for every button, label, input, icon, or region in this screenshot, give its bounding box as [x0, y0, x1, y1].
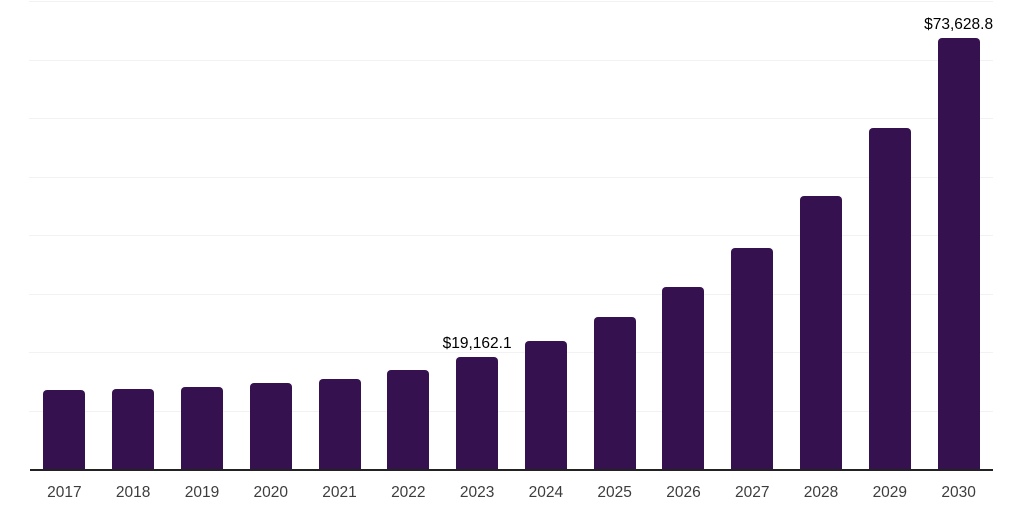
bar-2030: [937, 38, 980, 469]
x-tick-2020: 2020: [253, 484, 288, 501]
x-tick-2027: 2027: [734, 484, 770, 501]
bar-2018: [112, 389, 155, 469]
data-label-2030: $73,628.8: [924, 16, 994, 34]
x-tick-2028: 2028: [803, 484, 839, 501]
x-axis-line: [30, 469, 993, 471]
gridline-10000: [29, 410, 993, 412]
bar-2019: [180, 387, 223, 469]
x-tick-2025: 2025: [597, 484, 632, 501]
x-tick-2030: 2030: [941, 484, 976, 501]
gridline-20000: [29, 352, 993, 353]
bar-2022: [387, 369, 430, 469]
x-tick-2029: 2029: [872, 484, 908, 501]
gridline-70000: [29, 59, 993, 61]
bar-2021: [318, 379, 361, 469]
gridline-30000: [29, 293, 993, 295]
x-tick-2026: 2026: [666, 484, 701, 501]
x-tick-2019: 2019: [184, 484, 220, 501]
gridline-40000: [29, 235, 993, 236]
bar-2025: [593, 317, 636, 469]
x-tick-2017: 2017: [47, 484, 82, 501]
bar-2020: [249, 383, 292, 469]
bar-2028: [800, 196, 843, 469]
bar-2024: [524, 340, 567, 469]
bar-2027: [731, 247, 774, 469]
bar-2023: [456, 356, 499, 469]
x-tick-2023: 2023: [459, 484, 495, 501]
gridline-80000: [29, 1, 993, 2]
bar-2026: [662, 287, 705, 469]
x-tick-2024: 2024: [528, 484, 564, 501]
bar-2029: [868, 127, 911, 469]
x-tick-2021: 2021: [322, 484, 357, 501]
gridline-60000: [29, 118, 993, 119]
x-tick-2018: 2018: [115, 484, 151, 501]
x-tick-2022: 2022: [391, 484, 426, 501]
bar-2017: [43, 389, 86, 469]
gridline-50000: [29, 176, 993, 178]
data-label-2023: $19,162.1: [442, 334, 512, 352]
